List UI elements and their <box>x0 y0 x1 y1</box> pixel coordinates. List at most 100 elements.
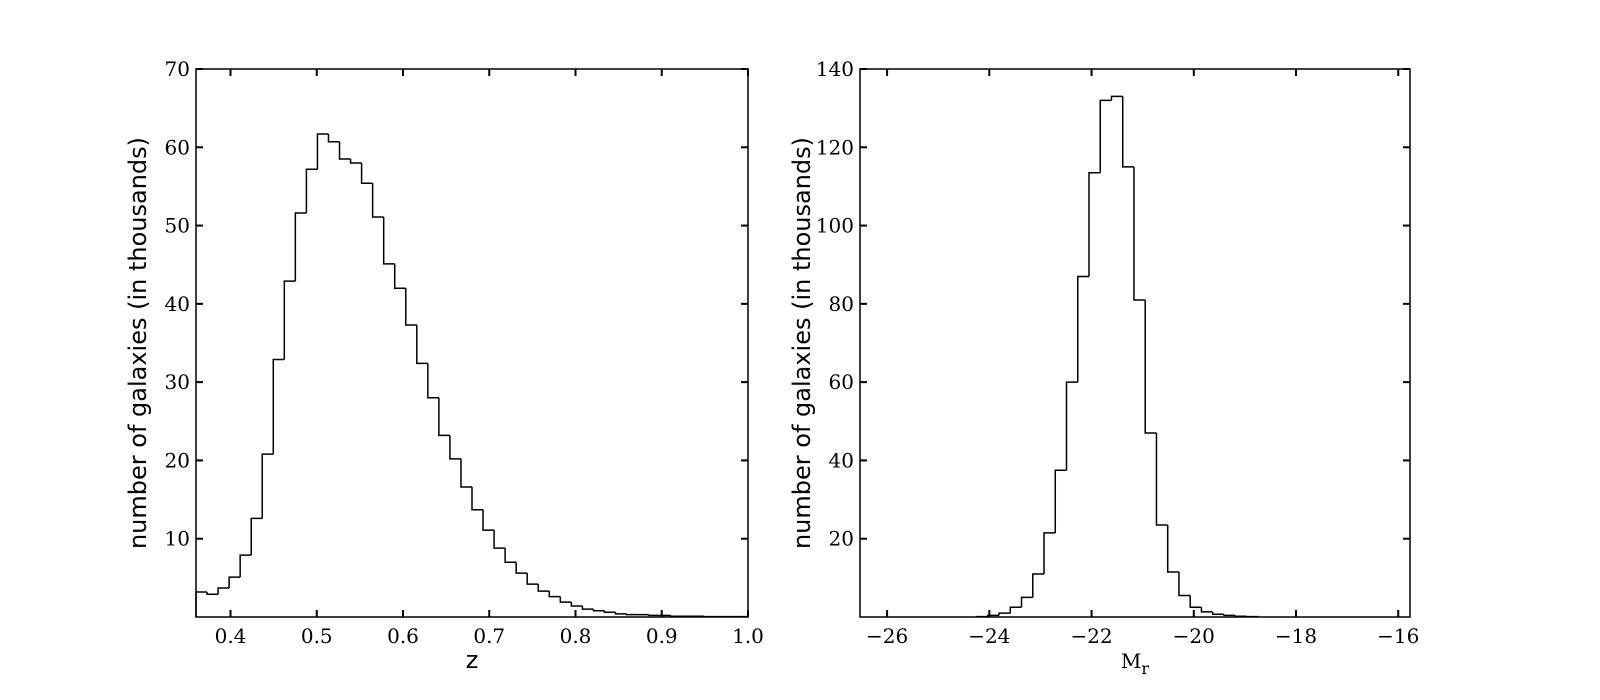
histogram-step <box>1032 573 1045 598</box>
histogram-step <box>471 487 484 511</box>
plot-frame <box>859 68 1411 618</box>
histogram-step <box>1178 571 1191 597</box>
histogram-step <box>1166 525 1179 573</box>
histogram-step <box>1234 615 1247 617</box>
histogram-step <box>515 562 528 574</box>
x-tick-label: −24 <box>968 624 1010 648</box>
histogram-step <box>206 591 219 596</box>
histogram-step <box>647 614 660 617</box>
histogram-step <box>592 609 605 612</box>
x-tick-label: −18 <box>1275 624 1317 648</box>
plot-frame <box>195 68 749 618</box>
histogram-step <box>1088 171 1101 277</box>
histogram-step <box>548 591 561 598</box>
histogram-step <box>504 548 517 563</box>
histogram-step <box>570 602 583 607</box>
histogram-step <box>614 612 627 615</box>
histogram-step <box>427 363 439 399</box>
y-tick-label: 40 <box>829 448 854 472</box>
x-tick-label: 0.7 <box>473 624 505 648</box>
y-tick-label: 80 <box>829 292 854 316</box>
histogram-step <box>449 435 461 460</box>
y-tick-label: 40 <box>165 292 190 316</box>
histogram-step <box>1043 532 1056 574</box>
histogram-step <box>1099 99 1112 173</box>
histogram-step <box>349 159 362 164</box>
histogram-step <box>1223 614 1236 617</box>
histogram-step <box>393 263 406 289</box>
y-tick-label: 70 <box>165 57 190 81</box>
x-axis-label-main: M <box>1121 649 1141 673</box>
histogram-step <box>382 216 395 265</box>
y-tick-label: 60 <box>165 135 190 159</box>
y-tick-label: 140 <box>816 57 854 81</box>
x-tick-label: −22 <box>1070 624 1112 648</box>
histogram-step <box>526 573 539 585</box>
x-tick-label: 0.4 <box>215 624 247 648</box>
x-tick-label: −26 <box>866 624 908 648</box>
histogram-step <box>482 509 495 531</box>
histogram-step <box>338 141 351 160</box>
histogram-step <box>327 133 340 143</box>
histogram-step <box>195 591 208 617</box>
x-axis-label: Mr <box>1121 649 1149 678</box>
y-axis-label: number of galaxies (in thousands) <box>788 137 816 549</box>
histogram-step <box>625 613 638 616</box>
x-axis-label: z <box>466 646 479 674</box>
x-tick-label: 0.8 <box>560 624 592 648</box>
histogram-step <box>603 610 616 614</box>
histogram-step <box>1077 275 1089 383</box>
histogram-step <box>305 168 318 214</box>
y-tick-label: 50 <box>165 214 190 238</box>
histogram-step <box>416 324 428 365</box>
histogram-step <box>438 397 450 437</box>
y-tick-label: 60 <box>829 370 854 394</box>
histogram-step <box>493 530 506 549</box>
histogram-step <box>537 584 550 592</box>
histogram-step <box>998 612 1011 616</box>
x-tick-label: 1.0 <box>732 624 764 648</box>
x-tick-label: −20 <box>1173 624 1215 648</box>
histogram-step <box>987 614 1000 617</box>
y-tick-label: 30 <box>165 370 190 394</box>
histogram-step <box>559 596 572 603</box>
histogram-step <box>360 162 373 185</box>
y-tick-label: 20 <box>829 527 854 551</box>
histogram-step <box>217 587 230 595</box>
x-axis-label-sub: r <box>1141 659 1149 678</box>
histogram-step <box>1020 596 1033 608</box>
x-tick-label: 0.5 <box>301 624 333 648</box>
x-tick-label: −16 <box>1377 624 1419 648</box>
histogram-step <box>272 358 285 455</box>
histogram-step <box>294 212 307 282</box>
y-axis-label: number of galaxies (in thousands) <box>124 137 152 549</box>
histogram-step <box>1155 433 1168 526</box>
x-tick-label: 0.6 <box>387 624 419 648</box>
histogram-step <box>1110 95 1123 101</box>
histogram-step <box>371 183 384 218</box>
histogram-step <box>1009 606 1022 614</box>
histogram-step <box>228 576 241 589</box>
y-tick-label: 10 <box>165 527 190 551</box>
histogram-step <box>1189 595 1202 608</box>
y-tick-label: 20 <box>165 448 190 472</box>
histogram-step <box>405 288 417 326</box>
histogram-step <box>316 133 329 170</box>
histogram-step <box>669 615 682 617</box>
histogram-step <box>250 517 263 556</box>
histogram-step <box>239 554 252 578</box>
histogram-step <box>581 606 594 610</box>
histogram-step <box>261 453 274 519</box>
x-tick-label: 0.9 <box>646 624 678 648</box>
y-tick-label: 120 <box>816 135 854 159</box>
histogram-step <box>1200 607 1213 613</box>
histogram-step <box>1144 299 1157 434</box>
y-tick-label: 100 <box>816 214 854 238</box>
histogram-step <box>1121 96 1134 168</box>
histogram-step <box>1065 381 1078 471</box>
histogram-step <box>460 458 472 488</box>
histogram-step <box>1054 469 1067 533</box>
histogram-step <box>283 280 296 360</box>
histogram-step <box>1133 166 1146 301</box>
